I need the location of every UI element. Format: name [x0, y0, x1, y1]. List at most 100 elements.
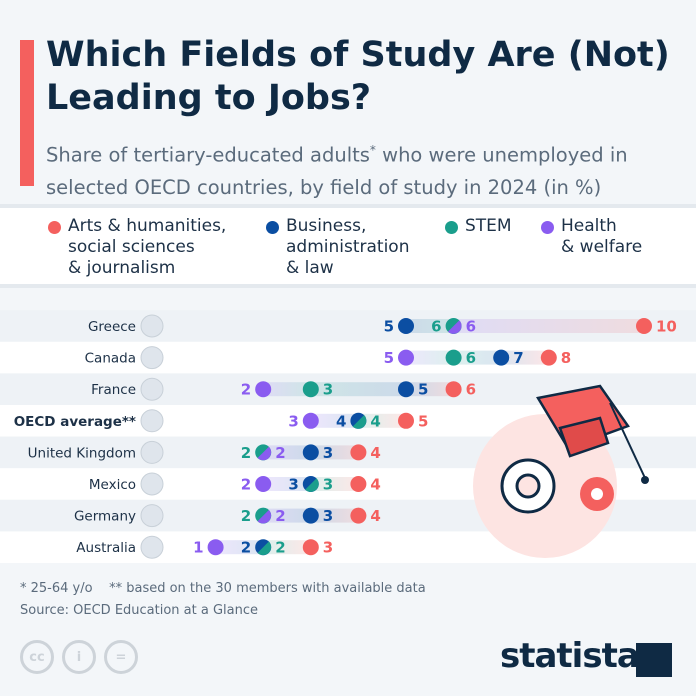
- data-label: 5: [418, 412, 428, 430]
- data-point: [255, 476, 272, 492]
- data-label: 4: [370, 507, 380, 525]
- data-label: 2: [275, 539, 285, 557]
- footnote: * 25-64 y/o ** based on the 30 members w…: [20, 581, 426, 596]
- legend-dot: [48, 221, 61, 234]
- range-bar: [453, 350, 502, 365]
- data-label: 2: [275, 444, 285, 462]
- country-label: OECD average**: [14, 414, 136, 430]
- legend-label: Arts & humanities, social sciences & jou…: [68, 216, 227, 278]
- chart-subtitle: Share of tertiary-educated adults* who w…: [46, 134, 686, 204]
- data-point: [305, 478, 319, 492]
- no-derivatives-icon[interactable]: =: [104, 640, 138, 674]
- data-point: [302, 507, 319, 524]
- legend: Arts & humanities, social sciences & jou…: [0, 204, 696, 288]
- range-bar: [263, 382, 311, 397]
- data-point: [257, 509, 272, 524]
- country-label: Greece: [88, 319, 136, 335]
- legend-label: Business, administration & law: [286, 216, 410, 278]
- data-label: 3: [323, 381, 333, 399]
- flag-icon: [140, 504, 164, 528]
- data-label: 3: [323, 507, 333, 525]
- data-label: 3: [288, 412, 298, 430]
- legend-item-arts: Arts & humanities, social sciences & jou…: [48, 216, 226, 279]
- cc-icon[interactable]: cc: [20, 640, 54, 674]
- data-point: [207, 539, 224, 556]
- attribution-icon[interactable]: i: [62, 640, 96, 674]
- flag-icon: [140, 377, 164, 401]
- data-label: 2: [241, 539, 251, 557]
- subtitle-footnote-mark: *: [369, 143, 376, 157]
- range-bar: [406, 319, 454, 333]
- range-bar: [263, 445, 311, 460]
- range-bar: [310, 508, 359, 523]
- data-label: 4: [370, 444, 380, 462]
- legend-dot: [266, 221, 279, 234]
- legend-dot: [541, 221, 554, 234]
- data-point: [540, 349, 557, 366]
- data-label: 10: [656, 318, 677, 336]
- data-point: [257, 446, 272, 461]
- flag-icon: [140, 440, 164, 464]
- data-point: [352, 415, 367, 429]
- data-point: [445, 381, 462, 398]
- chart-title: Which Fields of Study Are (Not) Leading …: [46, 35, 670, 118]
- graduation-cap-icon: [536, 384, 649, 484]
- range-bar: [310, 477, 359, 491]
- country-label: France: [91, 382, 136, 398]
- range-bar: [263, 540, 311, 555]
- row-band: [0, 341, 696, 374]
- data-label: 3: [323, 476, 333, 494]
- data-label: 4: [370, 412, 380, 430]
- data-label: 6: [431, 318, 441, 336]
- data-label: 4: [370, 476, 380, 494]
- range-bar: [215, 540, 264, 555]
- source: Source: OECD Education at a Glance: [20, 603, 259, 618]
- statista-logo[interactable]: statista: [500, 636, 640, 676]
- data-label: 2: [275, 507, 285, 525]
- data-label: 2: [241, 476, 251, 494]
- data-point: [447, 320, 462, 334]
- data-point: [398, 381, 414, 398]
- country-label: Mexico: [89, 477, 136, 493]
- range-bar: [263, 508, 311, 523]
- range-bar: [310, 413, 359, 428]
- range-bar: [453, 319, 644, 333]
- data-label: 3: [323, 444, 333, 462]
- data-point: [255, 381, 272, 398]
- data-point: [398, 412, 414, 429]
- data-label: 5: [384, 318, 394, 336]
- legend-dot: [445, 221, 458, 234]
- legend-label: Health & welfare: [561, 216, 643, 257]
- range-bar: [310, 382, 406, 397]
- range-bar: [406, 382, 454, 397]
- statista-logo-mark: [636, 643, 672, 677]
- data-point: [636, 318, 652, 334]
- data-point: [350, 444, 367, 461]
- data-label: 5: [418, 381, 428, 399]
- country-label: Germany: [74, 509, 136, 525]
- data-label: 5: [384, 349, 394, 367]
- range-bar: [501, 350, 549, 365]
- data-point: [302, 412, 319, 429]
- data-label: 3: [288, 476, 298, 494]
- legend-item-business: Business, administration & law: [266, 216, 409, 279]
- accent-bar: [20, 40, 34, 186]
- data-point: [445, 349, 462, 366]
- range-bar: [310, 445, 359, 460]
- data-label: 8: [561, 349, 571, 367]
- data-label: 6: [466, 349, 476, 367]
- data-point: [257, 541, 272, 556]
- range-bar: [406, 350, 454, 365]
- country-label: Canada: [85, 351, 136, 367]
- flag-icon: [140, 346, 164, 370]
- data-label: 7: [513, 349, 523, 367]
- data-point: [350, 476, 367, 492]
- data-point: [493, 349, 510, 366]
- data-label: 6: [466, 318, 476, 336]
- legend-item-health: Health & welfare: [541, 216, 642, 258]
- footnotes: * 25-64 y/o ** based on the 30 members w…: [20, 578, 426, 622]
- flag-icon: [140, 314, 164, 338]
- data-point: [302, 444, 319, 461]
- flag-icon: [140, 535, 164, 559]
